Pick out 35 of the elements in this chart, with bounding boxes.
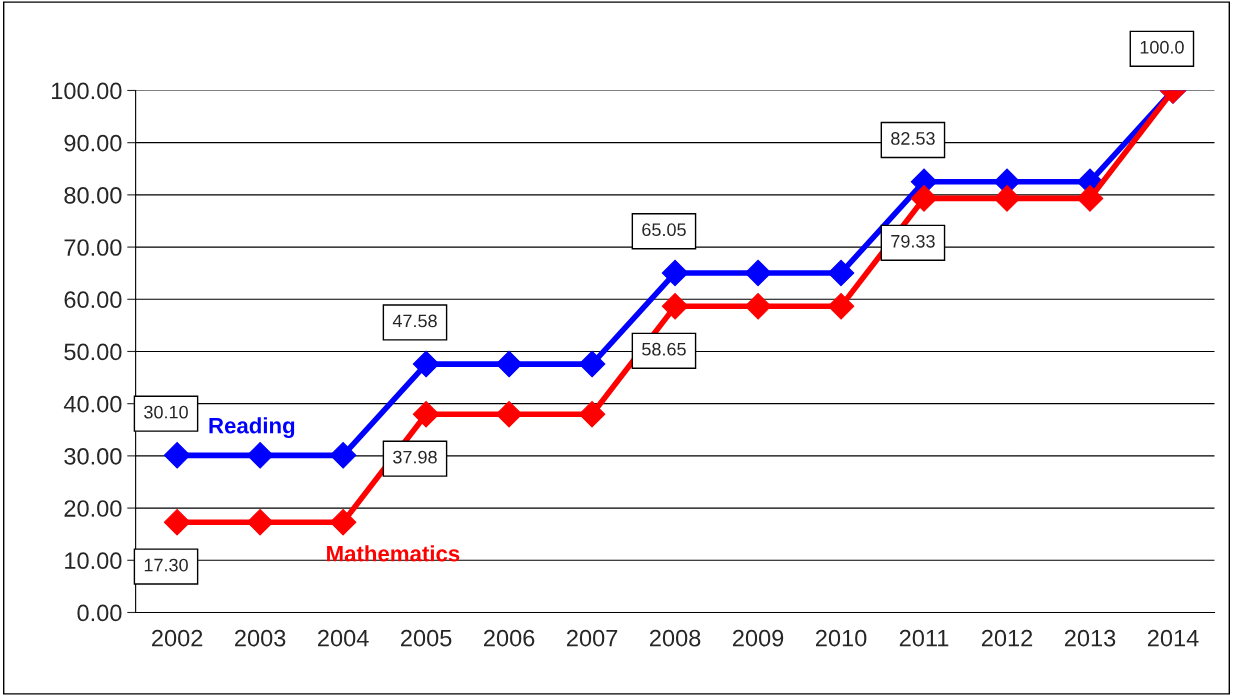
data-label: 100.0 <box>1140 40 1184 54</box>
x-tick-label: 2012 <box>981 629 1033 647</box>
x-tick-label: 2006 <box>484 629 535 647</box>
data-label: 65.05 <box>642 223 686 237</box>
data-label: 47.58 <box>392 314 437 328</box>
y-tick-label: 80.00 <box>64 186 122 204</box>
series-label: Mathematics <box>327 545 460 562</box>
x-tick-label: 2009 <box>732 629 784 647</box>
y-tick-label: 60.00 <box>64 291 122 309</box>
series-label: Reading <box>209 417 295 438</box>
x-tick-label: 2011 <box>899 629 949 647</box>
data-label: 79.33 <box>891 234 935 248</box>
x-tick-label: 2008 <box>650 629 701 647</box>
x-tick-label: 2013 <box>1064 629 1116 647</box>
data-label: 58.65 <box>642 342 686 356</box>
x-tick-label: 2004 <box>318 629 369 647</box>
y-tick-label: 70.00 <box>64 239 122 256</box>
x-tick-label: 2003 <box>235 629 286 647</box>
y-tick-label: 30.00 <box>64 447 122 465</box>
x-tick-label: 2014 <box>1147 629 1199 647</box>
x-tick-label: 2002 <box>152 629 203 647</box>
y-tick-label: 90.00 <box>64 134 122 152</box>
data-label: 82.53 <box>891 132 935 145</box>
x-tick-label: 2010 <box>815 629 867 647</box>
y-tick-label: 20.00 <box>64 500 122 517</box>
y-tick-label: 0.00 <box>77 604 122 622</box>
x-tick-label: 2005 <box>401 629 452 647</box>
y-tick-label: 50.00 <box>64 343 122 361</box>
y-tick-label: 100.00 <box>52 82 122 100</box>
x-tick-label: 2007 <box>567 629 618 647</box>
data-label: 17.30 <box>144 558 188 572</box>
data-label: 30.10 <box>144 405 188 419</box>
y-tick-label: 40.00 <box>63 395 122 413</box>
data-label: 37.98 <box>393 450 437 464</box>
y-tick-label: 10.00 <box>65 552 122 570</box>
